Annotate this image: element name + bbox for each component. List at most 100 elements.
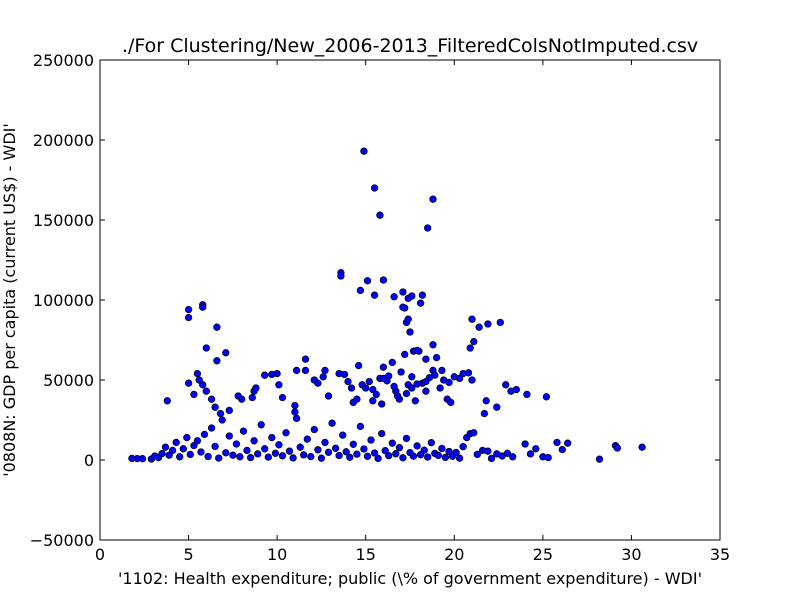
scatter-point xyxy=(195,376,203,384)
scatter-point xyxy=(349,440,357,448)
scatter-point xyxy=(509,453,517,461)
scatter-point xyxy=(502,381,510,389)
scatter-point xyxy=(354,361,363,370)
x-tick-label: 20 xyxy=(444,545,464,564)
scatter-point xyxy=(459,443,467,451)
scatter-point xyxy=(370,449,379,457)
scatter-point xyxy=(363,277,372,285)
scatter-point xyxy=(347,384,356,392)
scatter-point xyxy=(470,429,478,437)
scatter-point xyxy=(413,380,421,388)
scatter-point xyxy=(291,408,299,416)
scatter-point xyxy=(183,433,191,442)
scatter-point xyxy=(292,414,301,423)
scatter-point xyxy=(310,425,318,434)
scatter-point xyxy=(324,392,333,400)
scatter-point xyxy=(464,369,473,377)
scatter-point xyxy=(248,393,256,402)
y-tick-label: 250000 xyxy=(33,51,94,70)
scatter-point xyxy=(388,358,396,367)
scatter-point xyxy=(370,184,379,192)
scatter-point xyxy=(416,299,425,307)
scatter-point xyxy=(370,291,379,299)
scatter-point xyxy=(473,450,481,459)
chart-title: ./For Clustering/New_2006-2013_FilteredC… xyxy=(122,35,698,57)
scatter-point xyxy=(379,363,388,371)
scatter-point xyxy=(232,440,241,448)
scatter-point xyxy=(390,382,398,391)
scatter-point xyxy=(390,293,398,301)
scatter-point xyxy=(408,292,416,300)
scatter-point xyxy=(179,445,187,453)
scatter-point xyxy=(202,387,210,395)
scatter-point xyxy=(243,446,251,455)
scatter-point xyxy=(544,453,552,462)
scatter-point xyxy=(319,373,327,381)
scatter-point xyxy=(374,454,382,463)
scatter-point xyxy=(487,454,496,463)
scatter-point xyxy=(521,440,529,448)
scatter-point xyxy=(200,430,209,439)
scatter-point xyxy=(225,432,233,440)
scatter-point xyxy=(236,453,244,461)
scatter-point xyxy=(317,454,326,462)
scatter-point xyxy=(362,384,370,392)
scatter-point xyxy=(314,446,322,454)
scatter-point xyxy=(429,195,437,203)
scatter-point xyxy=(452,448,460,457)
y-tick-label: 200000 xyxy=(33,131,94,150)
scatter-point xyxy=(213,357,221,365)
scatter-point xyxy=(172,438,180,447)
scatter-point xyxy=(542,393,551,401)
x-tick-label: 5 xyxy=(183,545,193,564)
scatter-point xyxy=(204,452,212,461)
scatter-point xyxy=(199,381,207,389)
scatter-point xyxy=(369,385,377,394)
scatter-point xyxy=(427,439,435,447)
x-axis-ticks: 0 5 10 15 20 25 30 35 xyxy=(95,60,730,564)
y-axis-title: '0808N: GDP per capita (current US$) - W… xyxy=(0,123,19,477)
scatter-point xyxy=(379,276,388,284)
scatter-point xyxy=(161,443,170,451)
scatter-point xyxy=(254,450,262,458)
scatter-point xyxy=(292,366,301,375)
scatter-point xyxy=(402,434,411,443)
scatter-point xyxy=(445,378,453,387)
x-tick-label: 0 xyxy=(95,545,105,564)
scatter-point xyxy=(411,397,419,405)
scatter-point xyxy=(360,147,368,155)
scatter-point xyxy=(613,444,621,452)
scatter-point xyxy=(638,443,646,451)
scatter-point xyxy=(239,427,248,435)
scatter-point xyxy=(331,444,340,452)
scatter-point xyxy=(367,436,375,444)
scatter-point xyxy=(418,291,427,299)
scatter-point xyxy=(365,377,373,386)
scatter-point xyxy=(399,288,407,296)
scatter-point xyxy=(321,438,329,447)
scatter-point xyxy=(301,355,310,363)
scatter-point xyxy=(482,397,490,405)
scatter-point xyxy=(372,390,380,399)
scatter-point xyxy=(165,451,173,459)
scatter-point xyxy=(445,447,453,456)
scatter-point xyxy=(378,400,386,408)
scatter-point xyxy=(264,453,272,461)
x-tick-label: 35 xyxy=(710,545,730,564)
x-tick-label: 10 xyxy=(267,545,287,564)
scatter-point xyxy=(438,366,446,375)
scatter-point xyxy=(215,454,223,462)
scatter-point xyxy=(337,272,345,280)
scatter-point xyxy=(388,439,396,447)
scatter-point xyxy=(408,384,416,392)
scatter-point xyxy=(268,433,276,442)
scatter-point xyxy=(436,384,444,392)
scatter-point xyxy=(184,379,193,387)
scatter-point xyxy=(353,395,361,403)
scatter-point xyxy=(184,305,193,314)
scatter-point xyxy=(184,313,193,322)
scatter-point xyxy=(438,444,446,453)
scatter-point xyxy=(429,341,437,349)
x-tick-label: 30 xyxy=(621,545,641,564)
y-tick-label: 50000 xyxy=(43,371,94,390)
